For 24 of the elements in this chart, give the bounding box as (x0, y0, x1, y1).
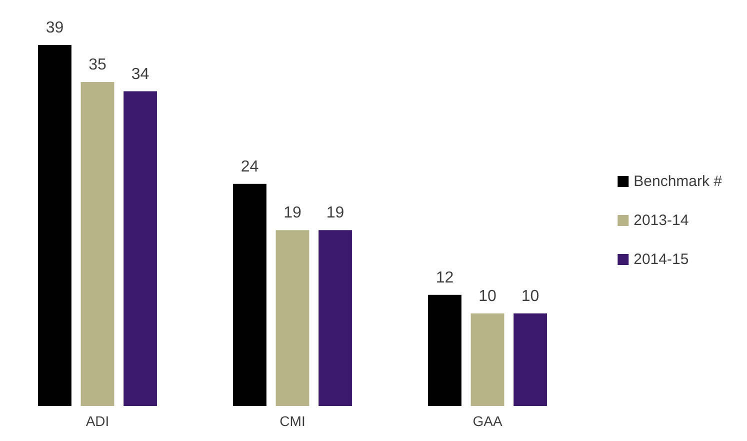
legend-label: Benchmark # (634, 173, 723, 190)
bar (124, 91, 157, 406)
data-label: 12 (436, 269, 454, 286)
data-label: 19 (326, 204, 344, 222)
data-label: 10 (521, 288, 540, 305)
data-label: 24 (240, 158, 259, 176)
data-label: 39 (46, 20, 64, 36)
bar (514, 313, 547, 406)
x-tick-label: ADI (86, 413, 110, 429)
data-label: 19 (284, 204, 302, 222)
bar (318, 230, 352, 406)
bar (38, 45, 72, 406)
bar (276, 230, 310, 406)
bar (80, 82, 114, 406)
data-label: 10 (478, 288, 496, 305)
legend-label: 2014-15 (634, 251, 689, 268)
x-tick-label: CMI (280, 413, 306, 429)
bar (233, 184, 266, 406)
data-label: 34 (131, 66, 150, 83)
bar (428, 294, 462, 406)
legend-label: 2013-14 (634, 212, 689, 229)
bar (470, 313, 504, 406)
data-label: 35 (88, 56, 106, 74)
x-tick-label: GAA (472, 413, 503, 429)
